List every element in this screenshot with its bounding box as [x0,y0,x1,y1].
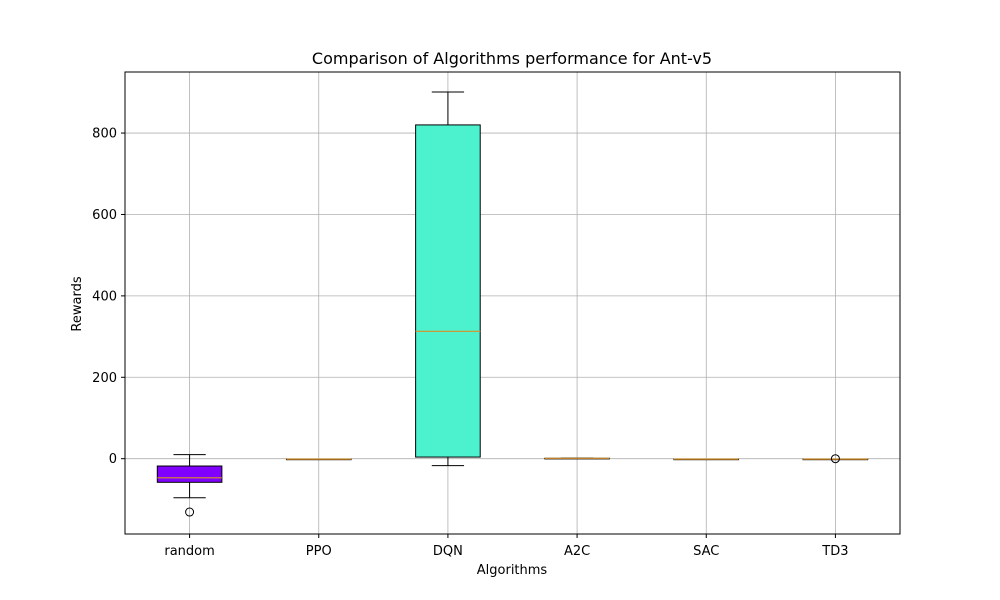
box-iqr [156,465,223,483]
chart-title: Comparison of Algorithms performance for… [312,49,712,68]
x-tick-label: A2C [564,544,590,559]
y-tick-label: 800 [92,127,117,142]
y-tick-label: 0 [109,452,117,467]
outlier-point [830,454,840,464]
box-group-random [156,454,223,517]
x-tick-label: random [164,544,214,559]
x-axis-label: Algorithms [477,563,548,578]
y-tick-label: 400 [92,289,117,304]
tick-layer: 0 200 400 600 800 random PPO DQN A2C SAC TD3 [92,127,848,559]
y-tick-label: 600 [92,208,117,223]
x-tick-label: PPO [306,544,332,559]
box-group-a2c [544,457,610,460]
plot-frame [124,71,901,535]
box-group-td3 [802,454,869,464]
box-group-ppo [285,458,352,461]
box-group-dqn [415,91,481,467]
x-tick-label: TD3 [821,544,848,559]
x-tick-label: DQN [433,544,463,559]
x-tick-label: SAC [693,544,719,559]
grid-layer [125,72,900,534]
box-layer [156,91,869,517]
outlier-point [185,507,195,517]
y-axis-label: Rewards [70,276,85,331]
box-group-sac [673,458,740,461]
box-iqr [415,124,481,458]
y-tick-label: 200 [92,371,117,386]
